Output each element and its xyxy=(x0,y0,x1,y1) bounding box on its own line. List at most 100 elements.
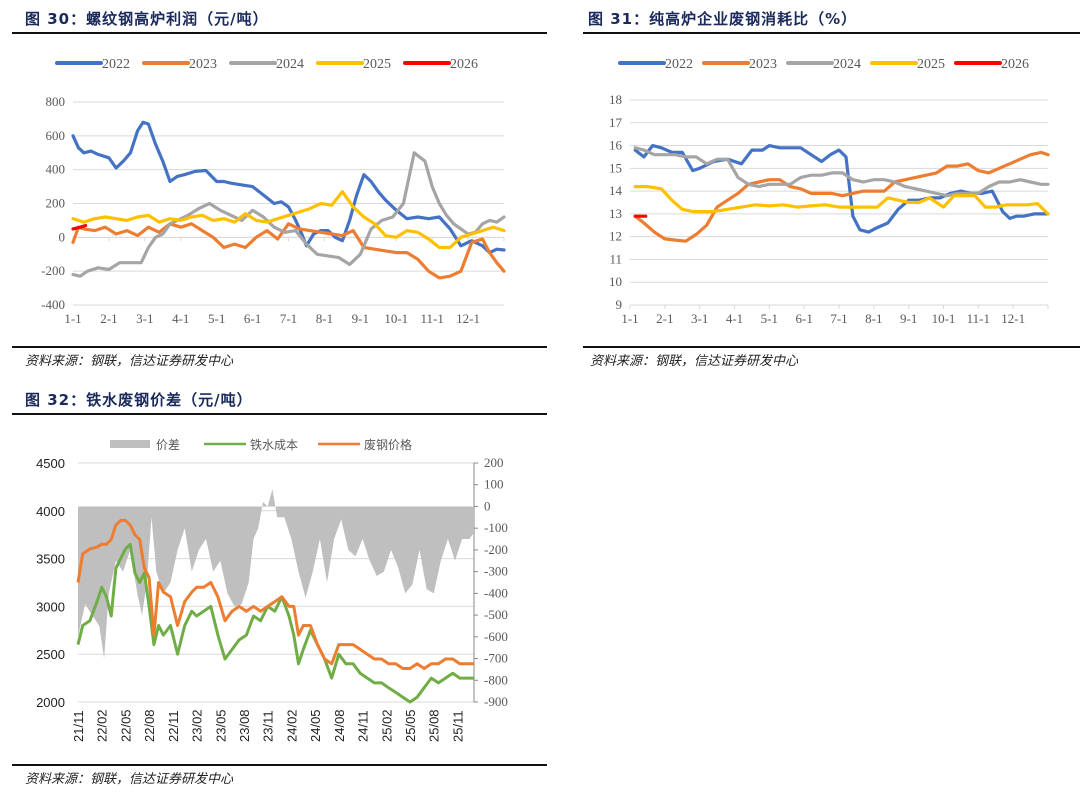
legend-label-2024: 2024 xyxy=(276,57,304,72)
y-tick-label: 18 xyxy=(609,92,622,107)
y-tick-label: 10 xyxy=(609,274,622,289)
x-tick-label: 5-1 xyxy=(761,311,778,326)
y-tick-label: 4000 xyxy=(36,504,65,519)
x-tick-label: 23/08 xyxy=(237,709,252,742)
legend-label-scrap-price: 废钢价格 xyxy=(364,437,412,452)
x-tick-label: 22/11 xyxy=(166,710,181,742)
y-tick-label: 600 xyxy=(46,128,66,143)
x-tick-label: 8-1 xyxy=(316,311,333,326)
x-tick-label: 4-1 xyxy=(726,311,743,326)
legend-label-2023: 2023 xyxy=(749,57,777,72)
legend-label-2026: 2026 xyxy=(450,57,478,72)
x-tick-label: 22/02 xyxy=(95,709,110,742)
series-line-2022 xyxy=(71,120,506,255)
x-tick-label: 10-1 xyxy=(932,311,956,326)
x-tick-label: 5-1 xyxy=(208,311,225,326)
figure-31-source: 资料来源：钢联，信达证券研发中心 xyxy=(590,354,799,369)
y-tick-label: 0 xyxy=(59,229,66,244)
y-tick-label: 15 xyxy=(609,160,622,175)
x-tick-label: 2-1 xyxy=(100,311,117,326)
x-tick-label: 1-1 xyxy=(64,311,81,326)
x-tick-label: 6-1 xyxy=(795,311,812,326)
x-tick-label: 7-1 xyxy=(830,311,847,326)
x-tick-label: 3-1 xyxy=(136,311,153,326)
legend-swatch-spread xyxy=(110,440,150,448)
y-tick-label: 12 xyxy=(609,229,622,244)
x-tick-label: 24/08 xyxy=(332,709,347,742)
figure-32-bottom-rule xyxy=(12,764,547,766)
y-tick-label: -400 xyxy=(41,297,65,312)
y2-tick-label: 200 xyxy=(484,455,504,470)
y2-tick-label: -200 xyxy=(484,542,508,557)
x-tick-label: 6-1 xyxy=(244,311,261,326)
figure-30-top-rule xyxy=(12,32,547,34)
y2-tick-label: -100 xyxy=(484,520,508,535)
x-tick-label: 8-1 xyxy=(865,311,882,326)
legend-label-2026: 2026 xyxy=(1001,57,1029,72)
legend-label-2023: 2023 xyxy=(189,57,217,72)
figure-31-bottom-rule xyxy=(583,346,1080,348)
y-tick-label: 2500 xyxy=(36,647,65,662)
x-tick-label: 22/08 xyxy=(142,709,157,742)
x-tick-label: 1-1 xyxy=(621,311,638,326)
x-tick-label: 25/08 xyxy=(427,709,442,742)
figure-30-title: 图 30：螺纹钢高炉利润（元/吨） xyxy=(25,10,269,28)
x-tick-label: 10-1 xyxy=(384,311,408,326)
figure-31-title: 图 31：纯高炉企业废钢消耗比（%） xyxy=(588,10,858,28)
series-area-spread xyxy=(78,489,474,659)
legend-label-2024: 2024 xyxy=(833,57,861,72)
y2-tick-label: -800 xyxy=(484,672,508,687)
y-tick-label: 17 xyxy=(609,115,623,130)
x-tick-label: 4-1 xyxy=(172,311,189,326)
x-tick-label: 11-1 xyxy=(967,311,990,326)
legend-label-hot-metal-cost: 铁水成本 xyxy=(250,438,298,452)
y-tick-label: 11 xyxy=(609,251,622,266)
x-tick-label: 24/11 xyxy=(356,710,371,742)
series-line-scrap-price xyxy=(76,518,474,670)
x-tick-label: 25/05 xyxy=(403,709,418,742)
legend-label-2022: 2022 xyxy=(665,57,693,72)
series-line-2024 xyxy=(633,146,1050,198)
y-tick-label: 2000 xyxy=(36,695,65,710)
y2-tick-label: -900 xyxy=(484,694,508,709)
x-tick-label: 12-1 xyxy=(1001,311,1025,326)
y-tick-label: 16 xyxy=(609,138,623,153)
y-tick-label: 200 xyxy=(46,196,66,211)
y-tick-label: -200 xyxy=(41,263,65,278)
y2-tick-label: 0 xyxy=(484,498,491,513)
x-tick-label: 24/05 xyxy=(308,709,323,742)
x-tick-label: 9-1 xyxy=(900,311,917,326)
x-tick-label: 23/05 xyxy=(213,709,228,742)
legend-label-2025: 2025 xyxy=(363,57,391,72)
x-tick-label: 12-1 xyxy=(456,311,480,326)
legend-label-spread: 价差 xyxy=(156,438,180,452)
y2-tick-label: -600 xyxy=(484,629,508,644)
x-tick-label: 2-1 xyxy=(656,311,673,326)
y-tick-label: 3000 xyxy=(36,599,65,614)
y2-tick-label: -400 xyxy=(484,585,508,600)
y-tick-label: 800 xyxy=(46,94,66,109)
figure-30-bottom-rule xyxy=(12,346,547,348)
x-tick-label: 7-1 xyxy=(280,311,297,326)
series-line-2024 xyxy=(71,151,506,278)
y2-tick-label: -700 xyxy=(484,651,508,666)
y2-tick-label: -500 xyxy=(484,607,508,622)
y2-tick-label: 100 xyxy=(484,477,504,492)
y-tick-label: 13 xyxy=(609,206,622,221)
figure-30-source: 资料来源：钢联，信达证券研发中心 xyxy=(25,354,234,369)
y-tick-label: 400 xyxy=(46,162,66,177)
figure-32-top-rule xyxy=(12,413,547,415)
series-line-2025 xyxy=(71,190,506,250)
y-tick-label: 9 xyxy=(616,297,623,312)
y-tick-label: 3500 xyxy=(36,552,65,567)
x-tick-label: 21/11 xyxy=(71,710,86,742)
figure-31-top-rule xyxy=(583,32,1080,34)
series-line-hot-metal-cost xyxy=(76,542,474,704)
series-line-2023 xyxy=(633,150,1050,243)
x-tick-label: 22/05 xyxy=(118,709,133,742)
figure-32-title: 图 32：铁水废钢价差（元/吨） xyxy=(25,391,253,409)
figure-32-source: 资料来源：钢联，信达证券研发中心 xyxy=(25,772,234,787)
legend-label-2022: 2022 xyxy=(102,57,130,72)
